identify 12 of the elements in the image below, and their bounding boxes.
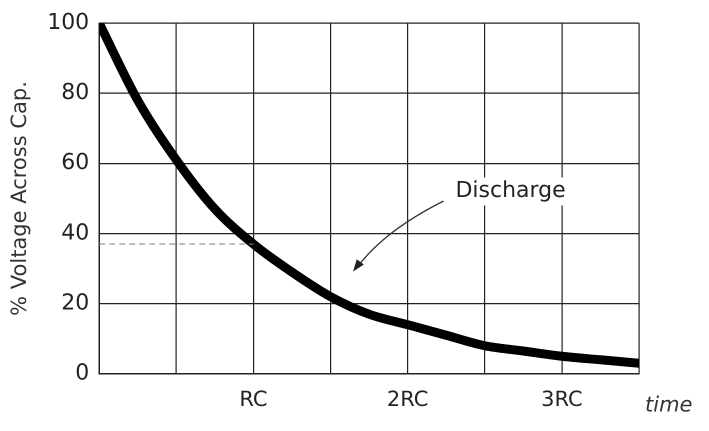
x-tick-label: 3RC: [541, 386, 583, 411]
annotation: Discharge: [455, 178, 566, 204]
x-tick-label: RC: [239, 386, 268, 411]
y-axis-title: % Voltage Across Cap.: [7, 81, 32, 316]
x-axis-title: time: [645, 392, 692, 416]
y-tick-label: 80: [61, 80, 90, 106]
y-tick-label: 20: [61, 290, 90, 316]
y-tick-label: 40: [61, 220, 90, 246]
y-tick-label: 100: [47, 10, 90, 35]
y-tick-label: 0: [75, 360, 90, 386]
x-tick-label: 2RC: [386, 386, 428, 411]
y-tick-label: 60: [61, 150, 90, 176]
